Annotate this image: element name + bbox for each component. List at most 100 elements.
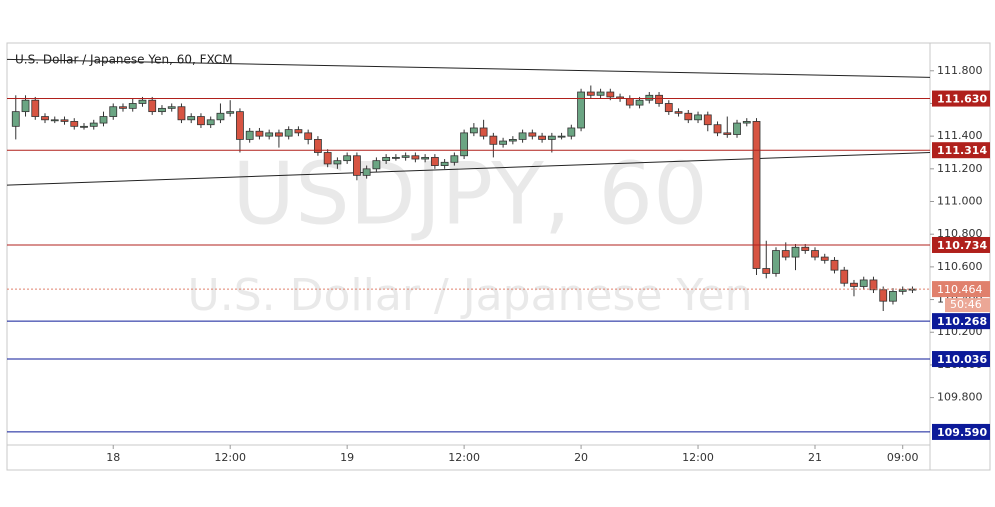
candle-body (674, 111, 683, 114)
candle-body (50, 119, 59, 122)
y-tick-label: 111.800 (937, 64, 983, 77)
candle-body (236, 111, 244, 140)
y-tick-label: 109.800 (937, 391, 983, 404)
candle-body (197, 116, 205, 126)
candle-body (11, 111, 20, 127)
candle-body (333, 160, 342, 165)
candle-body (372, 160, 381, 170)
candle-body (762, 268, 771, 274)
candle-body (70, 121, 79, 127)
watermark: USDJPY, 60 (232, 144, 708, 244)
chart-frame (6, 42, 991, 471)
y-tick-label: 110.800 (937, 227, 983, 240)
candle-body (128, 103, 137, 109)
candle-body (284, 129, 293, 137)
candle-body (791, 246, 800, 258)
candle-body (353, 155, 361, 176)
x-tick-label: 12:00 (448, 451, 480, 464)
candle-body (830, 259, 839, 271)
candle-body (635, 99, 644, 106)
candle-body (518, 132, 527, 140)
candle-body (314, 139, 322, 153)
candle-body (382, 156, 391, 162)
candle-body (703, 114, 712, 126)
candle-body (206, 119, 215, 126)
candle-body (655, 94, 663, 104)
trendline (6, 151, 931, 186)
candle-body (148, 99, 157, 113)
x-tick-label: 12:00 (682, 451, 714, 464)
x-tick-label: 09:00 (887, 451, 919, 464)
y-tick-label: 110.600 (937, 260, 983, 273)
x-tick-label: 12:00 (214, 451, 246, 464)
candle-body (177, 106, 186, 121)
candle-body (606, 91, 615, 98)
current-price-label: 110.464 (937, 283, 983, 296)
candle-body (723, 132, 732, 135)
countdown-label: 50:46 (950, 298, 982, 311)
candle-body (596, 91, 605, 96)
price-tag (932, 236, 990, 253)
candle-body (489, 135, 498, 145)
price-tag (932, 423, 990, 440)
candle-body (41, 116, 49, 121)
candle-body (577, 91, 585, 129)
candle-body (167, 106, 176, 109)
candle-body (216, 112, 225, 121)
price-tag-label: 110.036 (937, 353, 987, 366)
candle-body (343, 155, 352, 162)
candle-body (879, 289, 888, 302)
candle-body (21, 99, 30, 113)
price-tag (932, 142, 990, 159)
price-tag-label: 111.314 (937, 144, 987, 157)
candle-body (567, 127, 576, 137)
candle-body (391, 156, 400, 159)
countdown-tag (945, 298, 990, 313)
current-price-tag (932, 281, 990, 298)
candle-body (411, 155, 420, 160)
y-tick-label: 111.200 (937, 162, 983, 175)
candle-body (226, 111, 235, 114)
candle-body (450, 155, 459, 163)
candle-body (772, 250, 780, 274)
y-tick-label: 111.000 (937, 195, 983, 208)
candle-body (820, 256, 829, 261)
candle-body (508, 139, 517, 142)
candle-body (645, 94, 654, 101)
price-tag (932, 90, 990, 107)
candle-body (889, 290, 897, 302)
candle-body (684, 112, 693, 121)
candle-body (840, 269, 849, 284)
candle-body (362, 168, 371, 176)
candle-body (752, 121, 761, 269)
candle-body (421, 156, 430, 160)
price-tag-label: 111.630 (937, 93, 987, 106)
candle-body (99, 116, 108, 124)
candle-body (119, 106, 127, 109)
candle-body (898, 289, 907, 292)
x-tick-label: 20 (574, 451, 588, 464)
candle-body (664, 103, 673, 113)
candle-body (430, 156, 439, 166)
candle-body (479, 127, 488, 137)
candle-body (440, 161, 449, 166)
candle-body (850, 282, 858, 287)
candle-body (275, 132, 283, 137)
watermark-subtitle: U.S. Dollar / Japanese Yen (188, 270, 753, 321)
candle-body (801, 246, 810, 251)
candle-body (499, 140, 508, 145)
candle-body (713, 124, 722, 134)
candle-body (469, 127, 478, 134)
candle-body (547, 135, 556, 140)
candle-body (245, 130, 254, 140)
candle-body (187, 116, 196, 121)
candle-body (460, 132, 469, 157)
candle-body (109, 106, 118, 117)
candle-body (60, 119, 69, 122)
candle-body (158, 107, 166, 113)
candle-body (781, 250, 790, 258)
candle-body (557, 135, 566, 138)
candle-body (401, 155, 410, 158)
candle-body (80, 125, 88, 128)
